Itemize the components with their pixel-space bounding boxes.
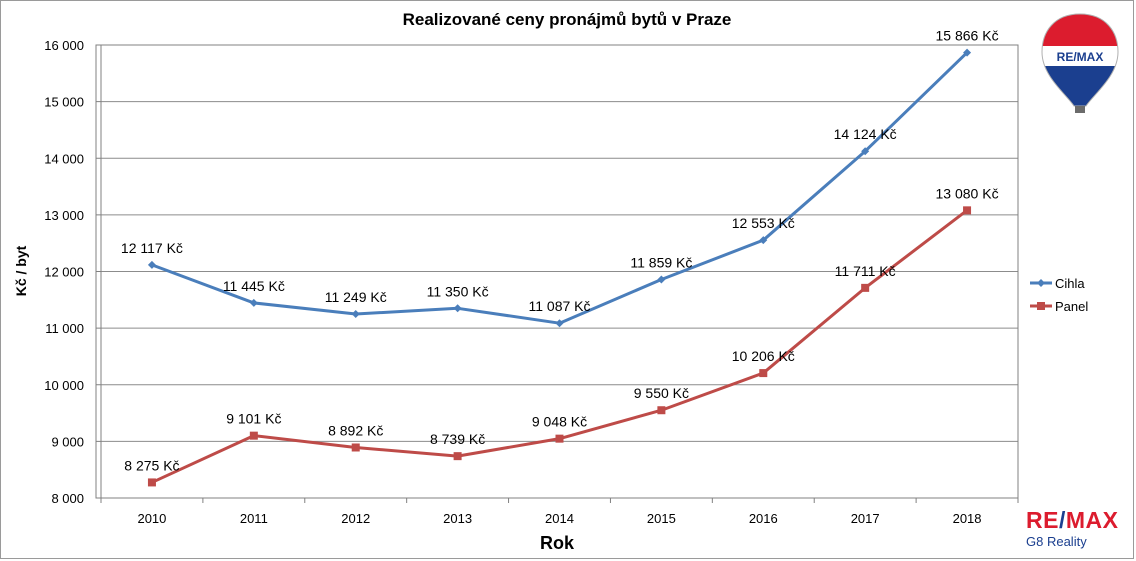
- y-axis-ticks: 8 000 9 000 10 000 11 000 12 000 13 000 14 000…: [44, 38, 101, 506]
- y-axis-title: Kč / byt: [13, 245, 29, 296]
- legend-marker-panel: [1037, 302, 1045, 310]
- legend-marker-cihla: [1037, 279, 1045, 287]
- data-point-cihla: [147, 260, 156, 269]
- y-tick-label: 12 000: [44, 265, 84, 280]
- data-label-cihla: 11 445 Kč: [223, 278, 285, 294]
- y-tick-label: 14 000: [44, 151, 84, 166]
- data-point-cihla: [351, 310, 360, 319]
- data-point-panel: [147, 478, 156, 487]
- gridlines: [101, 101, 1018, 442]
- series-layer: [147, 48, 972, 487]
- x-tick-label: 2013: [443, 511, 472, 526]
- data-label-panel: 11 711 Kč: [835, 263, 896, 279]
- data-point-cihla: [861, 147, 870, 156]
- data-point-panel: [861, 283, 870, 292]
- data-label-cihla: 12 553 Kč: [732, 215, 795, 231]
- data-point-cihla: [759, 236, 768, 245]
- data-label-panel: 9 550 Kč: [634, 385, 689, 401]
- data-point-cihla: [657, 275, 666, 284]
- data-point-panel: [657, 406, 666, 415]
- hot-air-balloon-icon: RE/MAX: [1041, 13, 1119, 113]
- balloon-logo-text: RE/MAX: [1057, 50, 1104, 64]
- data-label-panel: 13 080 Kč: [936, 185, 999, 201]
- x-tick-label: 2018: [953, 511, 982, 526]
- data-point-panel: [249, 431, 258, 440]
- y-tick-label: 10 000: [44, 378, 84, 393]
- data-label-panel: 8 739 Kč: [430, 431, 485, 447]
- y-tick-label: 9 000: [51, 434, 84, 449]
- chart-title: Realizované ceny pronájmů bytů v Praze: [403, 10, 732, 29]
- wordmark-re: RE: [1026, 507, 1059, 533]
- legend-label-panel: Panel: [1055, 299, 1088, 314]
- x-tick-label: 2011: [240, 511, 268, 526]
- data-point-panel: [453, 452, 462, 461]
- data-label-panel: 9 048 Kč: [532, 414, 587, 430]
- data-point-cihla: [963, 48, 972, 57]
- x-tick-label: 2015: [647, 511, 676, 526]
- legend-label-cihla: Cihla: [1055, 276, 1085, 291]
- data-point-cihla: [555, 319, 564, 328]
- data-point-panel: [759, 369, 768, 378]
- y-tick-label: 13 000: [44, 208, 84, 223]
- data-label-panel: 9 101 Kč: [226, 411, 281, 427]
- data-point-panel: [963, 206, 972, 215]
- x-tick-label: 2014: [545, 511, 574, 526]
- data-label-cihla: 12 117 Kč: [121, 240, 183, 256]
- y-tick-label: 16 000: [44, 38, 84, 53]
- x-axis-title: Rok: [540, 533, 575, 553]
- x-axis-ticks: 2010 2011 2012 2013 2014 2015 2016 2017 2018: [100, 498, 1019, 526]
- data-label-cihla: 15 866 Kč: [936, 28, 999, 44]
- data-label-cihla: 11 087 Kč: [528, 298, 590, 314]
- x-tick-label: 2010: [137, 511, 166, 526]
- data-label-panel: 8 275 Kč: [124, 457, 179, 473]
- y-tick-label: 15 000: [44, 95, 84, 110]
- data-point-cihla: [249, 298, 258, 307]
- wordmark-slash: /: [1058, 507, 1066, 533]
- data-point-cihla: [453, 304, 462, 313]
- data-point-panel: [555, 434, 564, 443]
- x-tick-label: 2012: [341, 511, 370, 526]
- data-label-cihla: 11 249 Kč: [325, 289, 387, 305]
- data-label-cihla: 11 859 Kč: [630, 254, 692, 270]
- brand-logo: RE/MAX G8 Reality: [1026, 508, 1131, 549]
- data-point-panel: [351, 443, 360, 452]
- wordmark-max: MAX: [1065, 507, 1119, 533]
- x-tick-label: 2017: [851, 511, 880, 526]
- data-label-panel: 10 206 Kč: [732, 348, 795, 364]
- y-tick-label: 8 000: [51, 491, 84, 506]
- data-label-cihla: 11 350 Kč: [427, 283, 489, 299]
- x-tick-label: 2016: [749, 511, 778, 526]
- brand-subtitle: G8 Reality: [1026, 534, 1087, 549]
- remax-wordmark: RE/MAX: [1026, 508, 1131, 532]
- data-label-cihla: 14 124 Kč: [834, 126, 897, 142]
- y-tick-label: 11 000: [45, 321, 84, 336]
- legend: Cihla Panel: [1030, 276, 1088, 314]
- data-label-panel: 8 892 Kč: [328, 422, 383, 438]
- data-labels: 12 117 Kč 11 445 Kč 11 249 Kč 11 350 Kč 11 0…: [121, 28, 999, 474]
